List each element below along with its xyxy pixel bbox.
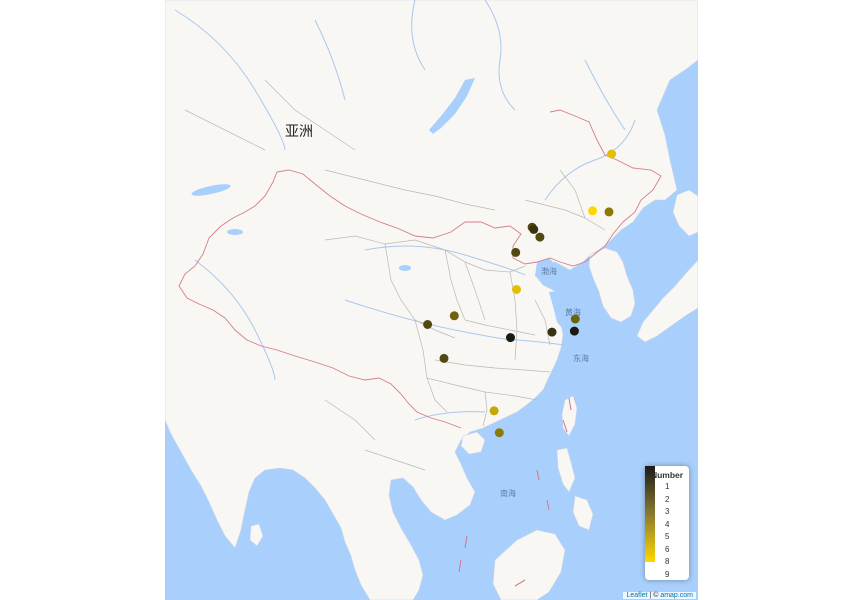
map-marker[interactable] <box>423 320 433 329</box>
lake-issyk <box>227 229 243 235</box>
japan-islands <box>636 259 698 343</box>
map-attribution: Leaflet | © amap.com <box>623 592 696 599</box>
legend-tick-label: 2 <box>665 494 670 504</box>
hainan-island <box>460 431 486 455</box>
philippines-islands <box>556 447 594 531</box>
korea-peninsula <box>588 247 636 323</box>
asia-landmass <box>165 0 698 600</box>
legend-gradient-bar <box>645 466 655 562</box>
lake-baikal <box>429 78 475 134</box>
map-marker[interactable] <box>570 314 580 324</box>
map-marker[interactable] <box>512 285 521 294</box>
legend-tick-label: 1 <box>665 482 670 491</box>
legend-tick-label: 3 <box>665 507 670 517</box>
map-marker[interactable] <box>547 327 557 337</box>
markers-layer <box>423 149 617 438</box>
nine-dash-line <box>458 397 572 587</box>
map-marker[interactable] <box>506 333 515 343</box>
rivers <box>174 0 636 421</box>
legend-tick-label: 5 <box>665 532 670 542</box>
map-marker[interactable] <box>588 206 598 216</box>
map-marker[interactable] <box>439 353 449 363</box>
map-marker[interactable] <box>569 326 579 336</box>
map-marker[interactable] <box>604 207 614 217</box>
map-marker[interactable] <box>489 406 499 416</box>
map-canvas[interactable] <box>165 0 698 600</box>
bohai-sea <box>535 258 563 286</box>
map-marker[interactable] <box>535 232 545 242</box>
china-national-boundary <box>178 109 662 429</box>
legend-tick-label: 9 <box>665 570 670 579</box>
yellow-sea <box>549 290 603 336</box>
legend-title: Number <box>650 470 684 480</box>
legend-tick-label: 8 <box>665 557 670 567</box>
legend-tick-label: 6 <box>665 544 670 554</box>
hokkaido <box>672 189 698 237</box>
amap-link[interactable]: amap.com <box>660 592 693 599</box>
map-marker[interactable] <box>511 247 521 257</box>
map-marker[interactable] <box>494 428 504 438</box>
map-marker[interactable] <box>607 149 617 159</box>
map-marker[interactable] <box>529 224 539 234</box>
color-legend: Number 1 2 3 4 5 6 8 9 <box>645 466 689 580</box>
leaflet-link[interactable]: Leaflet <box>626 592 648 599</box>
legend-tick-label: 4 <box>665 519 670 529</box>
map-marker[interactable] <box>449 311 459 321</box>
province-boundaries <box>184 79 606 471</box>
lake-balkhash <box>191 184 231 196</box>
lake-qinghai <box>399 265 411 271</box>
sri-lanka <box>249 523 264 547</box>
taiwan-island <box>561 395 578 437</box>
borneo-island <box>492 529 566 600</box>
